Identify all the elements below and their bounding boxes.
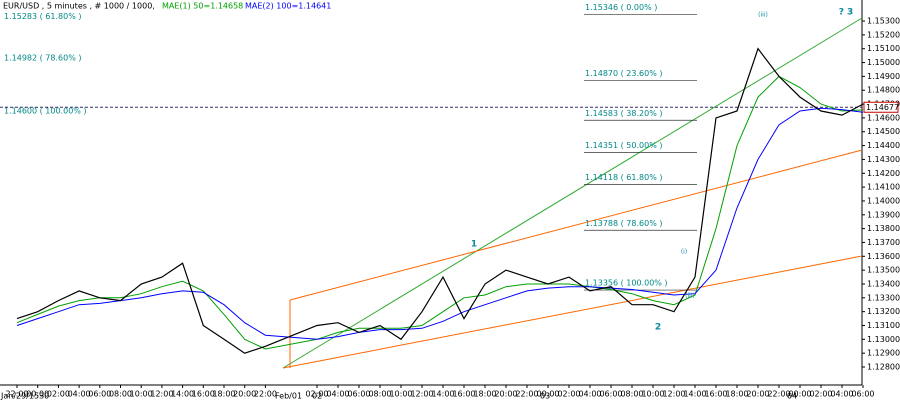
x-tick-label: 14:00	[431, 390, 454, 399]
y-tick-label: 1.15300	[867, 17, 900, 26]
x-tick-label: 22:00	[515, 390, 538, 399]
x-tick-label: 10:00	[130, 390, 153, 399]
x-tick-label: 22:00	[254, 390, 277, 399]
fib-label: 1.14870 ( 23.60% )	[585, 69, 662, 78]
x-tick-label: 16:00	[192, 390, 215, 399]
x-tick-label: 20:00	[494, 390, 517, 399]
x-tick-label: 06:00	[851, 390, 874, 399]
y-tick-label: 1.13600	[867, 252, 900, 261]
x-tick-label: 20:00	[746, 390, 769, 399]
y-tick-label: 1.14900	[867, 72, 900, 81]
data-line	[16, 47, 864, 354]
x-tick-label: 22:00	[5, 390, 28, 399]
x-tick-label: 02:00	[557, 390, 580, 399]
x-tick-label: 20:00	[233, 390, 256, 399]
wave-label: ? 3	[839, 8, 854, 18]
x-tick-label: 12:00	[662, 390, 685, 399]
wave-label: (iii)	[685, 293, 695, 300]
wave-label: (i)	[681, 249, 687, 256]
fib-label: 1.14118 ( 61.80% )	[585, 173, 662, 182]
y-tick-label: 1.14800	[867, 86, 900, 95]
channel-upper	[289, 149, 863, 301]
y-tick-label: 1.13100	[867, 321, 900, 330]
y-tick-label: 1.14000	[867, 196, 900, 205]
x-tick-label: 08:00	[368, 390, 391, 399]
price-box	[863, 101, 899, 113]
wave-label: (iii)	[758, 12, 768, 19]
date-label: 04	[787, 392, 797, 401]
channel-lower	[282, 255, 863, 369]
y-tick-label: 1.14400	[867, 141, 900, 150]
fib-label: 1.14600 ( 100.00% )	[4, 106, 87, 115]
x-tick-label: 12:00	[150, 390, 173, 399]
y-tick-label: 1.15200	[867, 30, 900, 39]
x-tick-label: 14:00	[683, 390, 706, 399]
x-tick-label: 10:00	[389, 390, 412, 399]
y-tick-label: 1.13500	[867, 266, 900, 275]
current-price-label: 1.14677	[866, 103, 899, 112]
x-tick-label: 16:00	[704, 390, 727, 399]
x-tick-label: 04:00	[68, 390, 91, 399]
legend-entry: MAE(2) 100=1.14641	[245, 2, 331, 11]
x-tick-label: 12:00	[410, 390, 433, 399]
data-line	[16, 75, 864, 350]
x-tick-label: 06:00	[347, 390, 370, 399]
wave-label: 1	[471, 240, 477, 250]
y-tick-label: 1.13300	[867, 293, 900, 302]
date-label: 03	[540, 392, 550, 401]
x-tick-label: 18:00	[473, 390, 496, 399]
x-tick-label: 06:00	[88, 390, 111, 399]
y-tick-label: 1.13400	[867, 279, 900, 288]
x-tick-label: 00:00	[788, 390, 811, 399]
y-tick-label: 1.13200	[867, 307, 900, 316]
fib-label: 1.15346 ( 0.00% )	[585, 3, 657, 12]
date-label: 02	[312, 392, 322, 401]
y-tick-label: 1.15000	[867, 58, 900, 67]
x-tick-label: 06:00	[599, 390, 622, 399]
fib-label: 1.15283 ( 61.80% )	[4, 12, 81, 21]
x-tick-label: 18:00	[725, 390, 748, 399]
y-tick-label: 1.12800	[867, 363, 900, 372]
x-tick-label: 08:00	[109, 390, 132, 399]
x-tick-label: 18:00	[212, 390, 235, 399]
y-tick-label: 1.14100	[867, 183, 900, 192]
x-tick-label: 02:00	[809, 390, 832, 399]
x-tick-label: 00:00	[26, 390, 49, 399]
fib-label: 1.13356 ( 100.00% )	[585, 279, 668, 288]
y-tick-label: 1.13000	[867, 335, 900, 344]
y-tick-label: 1.12900	[867, 349, 900, 358]
date-label: Feb/01	[275, 392, 302, 401]
x-tick-label: 04:00	[326, 390, 349, 399]
x-tick-label: 04:00	[578, 390, 601, 399]
x-tick-label: 16:00	[452, 390, 475, 399]
y-tick-label: 1.14200	[867, 169, 900, 178]
date-label: Jan/29/1530	[0, 392, 49, 401]
x-tick-label: 04:00	[830, 390, 853, 399]
y-tick-label: 1.15100	[867, 44, 900, 53]
x-tick-label: 14:00	[171, 390, 194, 399]
fib-label: 1.14982 ( 78.60% )	[4, 54, 81, 63]
x-tick-label: 02:00	[305, 390, 328, 399]
fib-label: 1.13788 ( 78.60% )	[585, 219, 662, 228]
x-tick-label: 02:00	[47, 390, 70, 399]
data-line	[16, 107, 864, 340]
trend-line	[282, 17, 863, 369]
y-tick-label: 1.14600	[867, 113, 900, 122]
x-tick-label: 08:00	[620, 390, 643, 399]
legend-entry: MAE(1) 50=1.14658	[162, 2, 243, 11]
x-tick-label: 22:00	[767, 390, 790, 399]
fib-label: 1.14583 ( 38.20% )	[585, 109, 662, 118]
wave-label: 2	[655, 323, 661, 333]
y-tick-label: 1.13900	[867, 210, 900, 219]
x-tick-label: 10:00	[641, 390, 664, 399]
fib-label: 1.14351 ( 50.00% )	[585, 141, 662, 150]
y-tick-label: 1.13700	[867, 238, 900, 247]
y-tick-label: 1.13800	[867, 224, 900, 233]
x-tick-label: 00:00	[536, 390, 559, 399]
y-tick-label: 1.14500	[867, 127, 900, 136]
chart-title: EUR/USD , 5 minutes , # 1000 / 1000,	[3, 2, 155, 11]
y-tick-label: 1.14300	[867, 155, 900, 164]
